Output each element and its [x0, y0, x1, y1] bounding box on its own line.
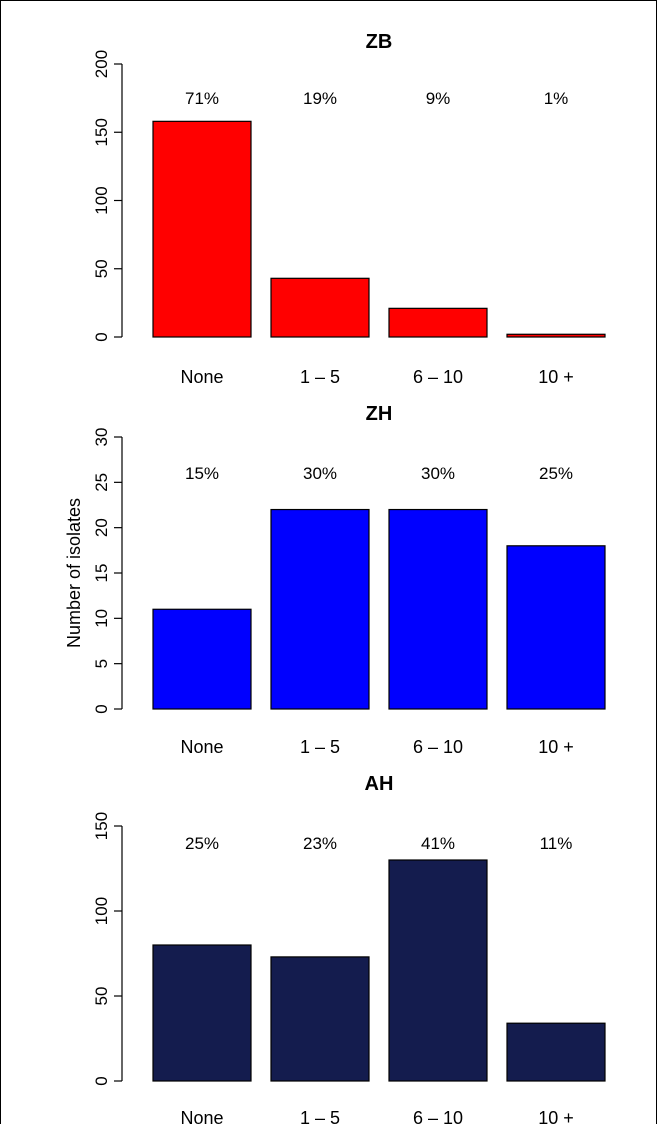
bar: [388, 508, 488, 710]
bar: [506, 545, 606, 710]
y-tick-label: 150: [92, 118, 111, 146]
percent-label: 1%: [544, 89, 569, 108]
y-tick-label: 25: [92, 473, 111, 492]
percent-label: 71%: [185, 89, 219, 108]
y-tick-label: 15: [92, 564, 111, 583]
y-tick-label: 30: [92, 428, 111, 447]
percent-label: 11%: [540, 834, 573, 853]
percent-label: 9%: [426, 89, 451, 108]
y-tick-label: 0: [92, 704, 111, 713]
y-tick-label: 50: [92, 987, 111, 1006]
panel-title: ZB: [366, 31, 393, 53]
bar: [270, 277, 370, 338]
percent-label: 25%: [185, 834, 219, 853]
bar: [152, 120, 252, 338]
category-label: None: [180, 737, 223, 757]
y-tick-label: 100: [92, 897, 111, 925]
category-label: None: [180, 1108, 223, 1124]
category-label: 1 – 5: [300, 737, 340, 757]
bar: [152, 608, 252, 710]
category-label: 1 – 5: [300, 367, 340, 387]
category-label: 6 – 10: [413, 1108, 463, 1124]
panel-plot-zh: 0 5 10 15 20 25 30 15% 30% 30% 25% None 1 – 5 6 – 10 1…: [92, 428, 606, 757]
panel-title: ZH: [366, 403, 393, 425]
panel-ah: AH 0 50 100 150 25% 23% 41% 11% None 1 – 5 6 – 10 1…: [92, 773, 606, 1124]
category-label: 6 – 10: [413, 367, 463, 387]
y-tick-label: 50: [92, 259, 111, 278]
y-tick-label: 150: [92, 812, 111, 840]
y-tick-label: 100: [92, 186, 111, 214]
panel-plot-ah: 0 50 100 150 25% 23% 41% 11% None 1 – 5 6 – 10 10 +: [92, 812, 606, 1124]
bar: [506, 333, 606, 338]
percent-label: 41%: [421, 834, 455, 853]
y-tick-label: 0: [92, 1076, 111, 1085]
y-tick-label: 5: [92, 659, 111, 668]
panel-zb: ZB 0 50 100 150 200 71% 19% 9% 1% None 1 – 5 6 – 10…: [92, 31, 606, 387]
y-tick-label: 20: [92, 518, 111, 537]
percent-label: 30%: [421, 464, 455, 483]
panel-zh: ZH 0 5 10 15 20 25 30 15% 30% 30% 25% None 1 – 5 6 – …: [92, 403, 606, 757]
percent-label: 30%: [303, 464, 337, 483]
y-tick-label: 10: [92, 609, 111, 628]
percent-label: 15%: [185, 464, 219, 483]
category-label: 10 +: [538, 1108, 574, 1124]
category-label: 1 – 5: [300, 1108, 340, 1124]
y-axis-title: Number of isolates: [64, 498, 84, 648]
y-tick-label: 200: [92, 50, 111, 78]
bar: [506, 1022, 606, 1082]
y-tick-label: 0: [92, 332, 111, 341]
bar: [270, 956, 370, 1082]
category-label: 10 +: [538, 367, 574, 387]
category-label: 6 – 10: [413, 737, 463, 757]
percent-label: 25%: [539, 464, 573, 483]
percent-label: 23%: [303, 834, 337, 853]
category-label: 10 +: [538, 737, 574, 757]
bar: [152, 944, 252, 1082]
category-label: None: [180, 367, 223, 387]
panel-plot-zb: 0 50 100 150 200 71% 19% 9% 1% None 1 – 5 6 – 10 10 …: [92, 50, 606, 387]
percent-label: 19%: [303, 89, 337, 108]
bar: [388, 859, 488, 1082]
bar: [388, 307, 488, 338]
bar: [270, 508, 370, 710]
panel-title: AH: [365, 773, 394, 795]
